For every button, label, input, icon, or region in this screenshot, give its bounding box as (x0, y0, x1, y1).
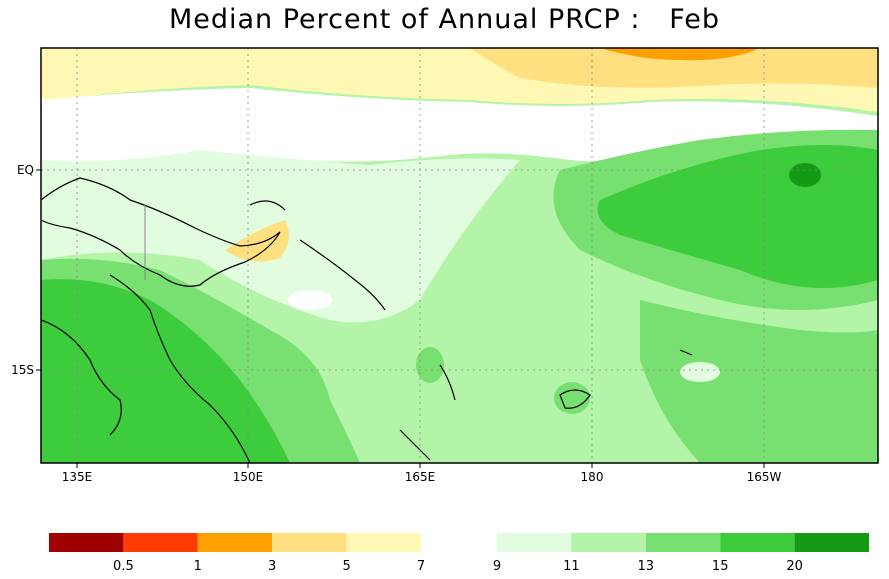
new-guinea-coast (41, 177, 281, 287)
vanuatu-coast (439, 364, 456, 401)
solomon-islands-coast (299, 239, 386, 311)
colorbar-dry-swatch-2 (197, 533, 273, 552)
colorbar-dry-swatch-1 (123, 533, 198, 552)
colorbar-wet-label-3: 15 (712, 559, 729, 574)
colorbar-dry-swatch-4 (346, 533, 421, 552)
new-britain-coast (249, 200, 286, 211)
lon-label-165e: 165E (405, 470, 436, 484)
gulf-coast (41, 319, 122, 436)
colorbar-wet-label-4: 20 (786, 559, 803, 574)
colorbar-wet-swatch-4 (794, 533, 869, 552)
new-caledonia-coast (399, 429, 431, 461)
colorbar-wet: 9 11 13 15 20 (493, 533, 869, 574)
colorbar-dry-label-1: 1 (194, 559, 202, 574)
colorbar-dry-label-3: 5 (342, 559, 350, 574)
colorbar-dry-swatch-3 (272, 533, 347, 552)
colorbar-dry-label-2: 3 (268, 559, 276, 574)
colorbar-wet-label-1: 11 (563, 559, 580, 574)
colorbar-wet-swatch-0 (497, 533, 572, 552)
colorbar-wet-swatch-2 (645, 533, 721, 552)
colorbar-wet-swatch-1 (571, 533, 646, 552)
colorbar-wet-label-0: 9 (493, 559, 501, 574)
axis-ticks (36, 169, 765, 468)
lon-label-180: 180 (581, 470, 604, 484)
samoa-coast (679, 349, 693, 356)
colorbar-dry-swatch-0 (49, 533, 124, 552)
colorbar-wet-label-2: 13 (638, 559, 655, 574)
lon-label-165w: 165W (747, 470, 782, 484)
australia-coast (109, 274, 251, 463)
colorbar-wet-swatch-3 (720, 533, 795, 552)
map-grid (41, 48, 878, 463)
map-title: Median Percent of Annual PRCP : Feb (168, 4, 721, 35)
colorbar-dry: 0.5 1 3 5 7 (49, 533, 425, 574)
colorbar-dry-label-0: 0.5 (113, 559, 134, 574)
fiji-coast (559, 389, 591, 409)
lat-label-eq: EQ (17, 163, 34, 177)
coastlines (41, 177, 693, 463)
precipitation-field (41, 48, 878, 463)
lon-label-135e: 135E (62, 470, 93, 484)
lon-label-150e: 150E (233, 470, 264, 484)
lat-label-15s: 15S (11, 363, 34, 377)
colorbar-dry-label-4: 7 (417, 559, 425, 574)
map-frame (40, 47, 879, 464)
